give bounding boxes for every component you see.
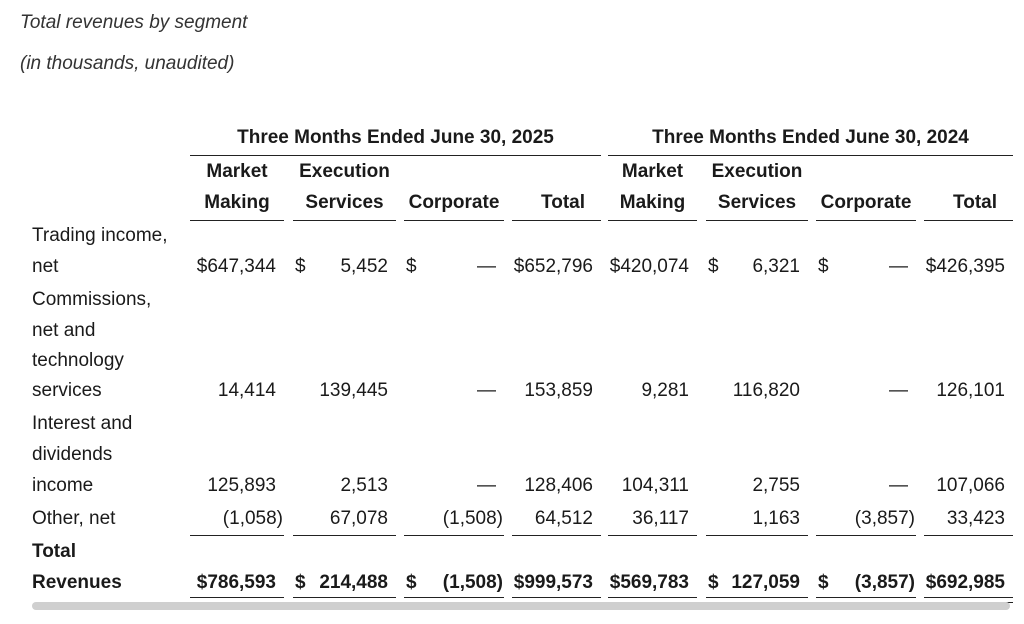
table-cell-value: 1,163 xyxy=(752,508,800,529)
column-header-line1: Market xyxy=(621,161,684,182)
table-cell-value: 67,078 xyxy=(329,508,388,529)
table-cell-value: 139,445 xyxy=(319,380,388,401)
column-header-line2: Services xyxy=(305,192,384,213)
period-underline xyxy=(608,155,1013,156)
table-cell-value: 36,117 xyxy=(632,508,689,529)
table-cell-value: (1,508) xyxy=(442,508,503,529)
row-label: Total xyxy=(32,541,76,562)
table-cell-value: $426,395 xyxy=(925,256,1005,277)
table-cell-value: $647,344 xyxy=(196,256,276,277)
table-cell-value: — xyxy=(477,380,496,401)
currency-symbol: $ xyxy=(295,256,306,277)
column-header-line2: Making xyxy=(619,192,686,213)
subtotal-rule xyxy=(706,535,808,536)
table-cell-value: 126,101 xyxy=(936,380,1005,401)
table-cell-value: 214,488 xyxy=(319,572,388,593)
column-header-line2: Total xyxy=(541,192,585,213)
table-cell-value: 5,452 xyxy=(340,256,388,277)
table-cell-value: $569,783 xyxy=(609,572,689,593)
row-label: Interest and xyxy=(32,413,133,434)
table-cell-value: (3,857) xyxy=(854,508,915,529)
column-underline xyxy=(608,220,697,221)
row-label: technology xyxy=(32,350,124,371)
currency-symbol: $ xyxy=(406,256,417,277)
subtotal-rule xyxy=(293,535,396,536)
table-title: Total revenues by segment xyxy=(20,12,248,33)
table-cell-value: — xyxy=(889,256,908,277)
table-cell-value: 127,059 xyxy=(731,572,800,593)
table-cell-value: 6,321 xyxy=(752,256,800,277)
table-cell-value: $692,985 xyxy=(925,572,1005,593)
table-cell-value: $420,074 xyxy=(609,256,689,277)
horizontal-scrollbar[interactable] xyxy=(32,602,1010,610)
table-cell-value: $999,573 xyxy=(513,572,593,593)
column-underline xyxy=(190,220,284,221)
column-underline xyxy=(924,220,1013,221)
currency-symbol: $ xyxy=(818,572,829,593)
table-cell-value: 14,414 xyxy=(217,380,276,401)
table-subtitle: (in thousands, unaudited) xyxy=(20,53,235,74)
column-header-line2: Total xyxy=(953,192,997,213)
table-cell-value: — xyxy=(477,256,496,277)
row-label: income xyxy=(32,475,94,496)
table-cell-value: $652,796 xyxy=(513,256,593,277)
row-label: Other, net xyxy=(32,508,116,529)
table-cell-value: 116,820 xyxy=(732,380,800,401)
column-header-line2: Corporate xyxy=(820,192,912,213)
currency-symbol: $ xyxy=(708,256,719,277)
column-header-line1: Execution xyxy=(711,161,803,182)
currency-symbol: $ xyxy=(708,572,719,593)
column-header-line2: Corporate xyxy=(408,192,500,213)
table-cell-value: 153,859 xyxy=(524,380,593,401)
column-underline xyxy=(512,220,601,221)
subtotal-rule xyxy=(404,535,504,536)
column-header-line2: Services xyxy=(717,192,797,213)
table-cell-value: (1,058) xyxy=(222,508,283,529)
column-underline xyxy=(404,220,504,221)
subtotal-rule xyxy=(608,535,697,536)
table-cell-value: 2,755 xyxy=(752,475,800,496)
table-cell-value: 64,512 xyxy=(534,508,593,529)
table-cell-value: $786,593 xyxy=(196,572,276,593)
table-cell-value: (1,508) xyxy=(442,572,503,593)
row-label: services xyxy=(32,380,102,401)
currency-symbol: $ xyxy=(818,256,829,277)
table-cell-value: — xyxy=(477,475,496,496)
table-cell-value: 104,311 xyxy=(621,475,689,496)
table-cell-value: 9,281 xyxy=(641,380,689,401)
column-header-line1: Execution xyxy=(299,161,390,182)
period-header: Three Months Ended June 30, 2025 xyxy=(237,127,554,148)
row-label: Revenues xyxy=(32,572,122,593)
table-cell-value: 125,893 xyxy=(207,475,276,496)
currency-symbol: $ xyxy=(295,572,306,593)
column-underline xyxy=(816,220,916,221)
row-label: net and xyxy=(32,320,96,341)
row-label: net xyxy=(32,256,59,277)
subtotal-rule xyxy=(190,535,284,536)
table-cell-value: (3,857) xyxy=(854,572,915,593)
currency-symbol: $ xyxy=(406,572,417,593)
period-underline xyxy=(190,155,601,156)
column-underline xyxy=(706,220,808,221)
subtotal-rule xyxy=(512,535,601,536)
table-cell-value: 128,406 xyxy=(524,475,593,496)
table-cell-value: 33,423 xyxy=(946,508,1005,529)
table-cell-value: 2,513 xyxy=(340,475,388,496)
subtotal-rule xyxy=(924,535,1013,536)
row-label: Trading income, xyxy=(32,225,168,246)
row-label: Commissions, xyxy=(32,289,152,310)
column-header-line2: Making xyxy=(204,192,270,213)
row-label: dividends xyxy=(32,444,113,465)
column-underline xyxy=(293,220,396,221)
period-header: Three Months Ended June 30, 2024 xyxy=(652,127,969,148)
table-cell-value: — xyxy=(889,380,908,401)
table-cell-value: 107,066 xyxy=(936,475,1005,496)
column-header-line1: Market xyxy=(206,161,268,182)
subtotal-rule xyxy=(816,535,916,536)
table-cell-value: — xyxy=(889,475,908,496)
